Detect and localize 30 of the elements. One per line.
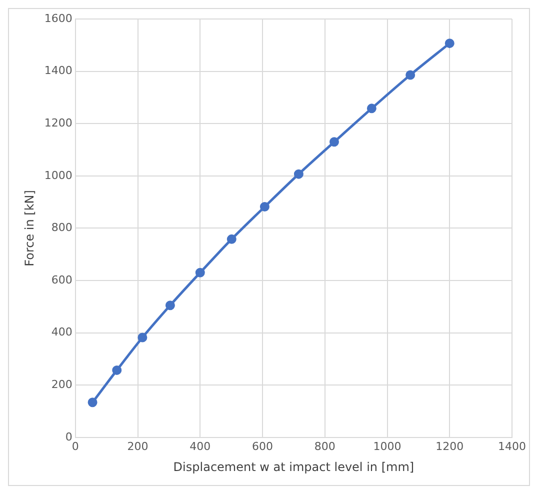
y-tick-label: 200 <box>51 378 72 391</box>
point <box>195 268 205 278</box>
y-tick-label: 600 <box>51 273 72 286</box>
y-tick-label: 0 <box>65 430 72 444</box>
y-tick-label: 1000 <box>44 168 72 182</box>
y-tick-label: 1600 <box>44 12 72 25</box>
x-tick-label: 800 <box>314 440 336 453</box>
y-axis-title: Force in [kN] <box>22 190 36 266</box>
point <box>260 202 270 212</box>
x-tick-label: 200 <box>127 440 148 453</box>
x-tick-label: 600 <box>252 440 274 453</box>
x-tick-label: 1000 <box>373 440 402 453</box>
point <box>366 104 376 114</box>
point <box>294 169 304 179</box>
point <box>226 234 236 244</box>
x-axis-title: Displacement w at impact level in [mm] <box>173 460 414 474</box>
y-tick-label: 1200 <box>44 116 72 130</box>
y-tick-label: 1400 <box>44 64 72 78</box>
point <box>138 332 148 342</box>
x-tick-label: 1200 <box>436 440 464 453</box>
point <box>165 300 175 310</box>
x-tick-label: 1400 <box>498 440 526 453</box>
point <box>444 38 454 48</box>
point <box>88 398 98 408</box>
y-tick-label: 800 <box>51 221 72 234</box>
point <box>406 70 416 80</box>
point <box>112 365 122 375</box>
point <box>329 137 339 147</box>
x-tick-label: 400 <box>190 440 211 453</box>
y-tick-label: 400 <box>51 326 72 339</box>
